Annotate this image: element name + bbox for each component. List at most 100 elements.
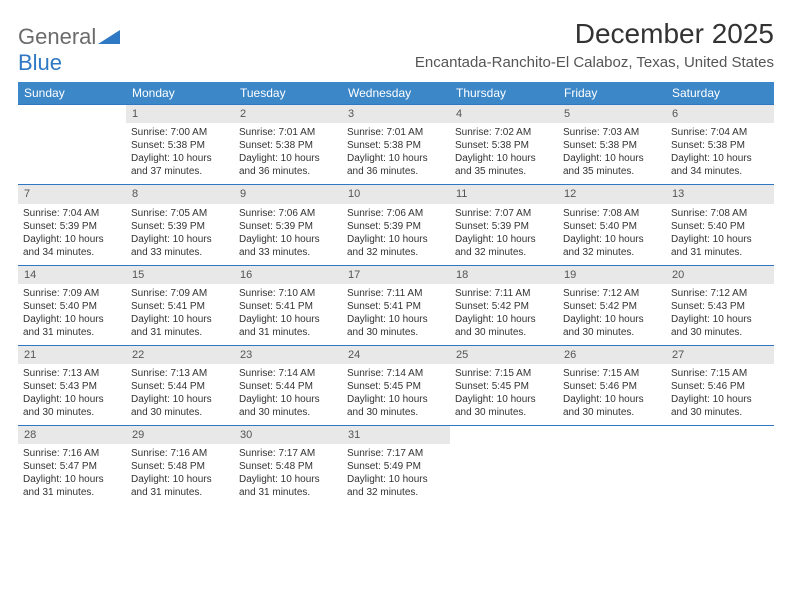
day-cell [450, 444, 558, 505]
day-cell-line: Sunset: 5:41 PM [131, 300, 229, 313]
day-cell-line: Sunrise: 7:15 AM [455, 367, 553, 380]
day-cell: Sunrise: 7:13 AMSunset: 5:44 PMDaylight:… [126, 364, 234, 426]
day-cell-line: and 31 minutes. [671, 246, 769, 259]
day-cell-line: and 30 minutes. [671, 326, 769, 339]
day-cell-line: and 30 minutes. [347, 326, 445, 339]
day-cell-line: and 32 minutes. [563, 246, 661, 259]
day-cell-line: Daylight: 10 hours [23, 393, 121, 406]
day-cell: Sunrise: 7:14 AMSunset: 5:44 PMDaylight:… [234, 364, 342, 426]
day-number: 11 [450, 185, 558, 204]
day-cell: Sunrise: 7:06 AMSunset: 5:39 PMDaylight:… [342, 204, 450, 266]
day-content-row: Sunrise: 7:04 AMSunset: 5:39 PMDaylight:… [18, 204, 774, 266]
day-cell-line: Sunrise: 7:09 AM [131, 287, 229, 300]
day-cell-line: Daylight: 10 hours [563, 393, 661, 406]
day-cell-line: Sunset: 5:42 PM [563, 300, 661, 313]
day-number: 14 [18, 265, 126, 284]
day-number: 27 [666, 345, 774, 364]
calendar-page: General Blue December 2025 Encantada-Ran… [0, 0, 792, 515]
location: Encantada-Ranchito-El Calaboz, Texas, Un… [415, 54, 774, 71]
day-cell-line: Sunset: 5:47 PM [23, 460, 121, 473]
day-cell-line: Daylight: 10 hours [347, 313, 445, 326]
day-cell-lines: Sunrise: 7:06 AMSunset: 5:39 PMDaylight:… [239, 207, 337, 259]
day-cell-lines: Sunrise: 7:17 AMSunset: 5:48 PMDaylight:… [239, 447, 337, 499]
day-number: 20 [666, 265, 774, 284]
day-cell: Sunrise: 7:09 AMSunset: 5:40 PMDaylight:… [18, 284, 126, 346]
day-cell-line: Sunrise: 7:12 AM [671, 287, 769, 300]
day-cell-line: Sunset: 5:40 PM [23, 300, 121, 313]
day-cell: Sunrise: 7:13 AMSunset: 5:43 PMDaylight:… [18, 364, 126, 426]
day-cell-line: Sunrise: 7:08 AM [563, 207, 661, 220]
day-cell: Sunrise: 7:15 AMSunset: 5:45 PMDaylight:… [450, 364, 558, 426]
day-cell-line: Sunset: 5:43 PM [671, 300, 769, 313]
day-cell-line: Sunrise: 7:14 AM [239, 367, 337, 380]
day-cell-line: and 30 minutes. [671, 406, 769, 419]
day-number: 28 [18, 426, 126, 445]
day-number-row: 14151617181920 [18, 265, 774, 284]
day-number-row: 28293031 [18, 426, 774, 445]
day-number: 7 [18, 185, 126, 204]
day-content-row: Sunrise: 7:16 AMSunset: 5:47 PMDaylight:… [18, 444, 774, 505]
day-number: 24 [342, 345, 450, 364]
day-cell-line: Sunset: 5:40 PM [563, 220, 661, 233]
day-cell-line: and 30 minutes. [563, 406, 661, 419]
day-cell-line: Sunset: 5:45 PM [347, 380, 445, 393]
day-cell-lines: Sunrise: 7:09 AMSunset: 5:41 PMDaylight:… [131, 287, 229, 339]
day-cell-line: Sunset: 5:48 PM [239, 460, 337, 473]
day-cell-line: Sunset: 5:39 PM [239, 220, 337, 233]
day-cell-line: Sunrise: 7:17 AM [239, 447, 337, 460]
day-cell-line: Sunrise: 7:01 AM [239, 126, 337, 139]
day-cell-line: and 36 minutes. [347, 165, 445, 178]
calendar-body: 123456Sunrise: 7:00 AMSunset: 5:38 PMDay… [18, 105, 774, 506]
day-cell-line: Daylight: 10 hours [563, 313, 661, 326]
day-cell: Sunrise: 7:17 AMSunset: 5:49 PMDaylight:… [342, 444, 450, 505]
day-cell-line: Daylight: 10 hours [239, 152, 337, 165]
day-cell-line: Sunset: 5:39 PM [347, 220, 445, 233]
day-cell-line: Daylight: 10 hours [671, 233, 769, 246]
day-cell-line: Sunset: 5:38 PM [239, 139, 337, 152]
day-cell: Sunrise: 7:06 AMSunset: 5:39 PMDaylight:… [234, 204, 342, 266]
day-cell-line: Sunset: 5:43 PM [23, 380, 121, 393]
day-number: 5 [558, 105, 666, 124]
day-number [450, 426, 558, 445]
day-cell-line: Sunset: 5:42 PM [455, 300, 553, 313]
day-number: 17 [342, 265, 450, 284]
day-cell: Sunrise: 7:07 AMSunset: 5:39 PMDaylight:… [450, 204, 558, 266]
day-cell: Sunrise: 7:12 AMSunset: 5:42 PMDaylight:… [558, 284, 666, 346]
day-cell-lines: Sunrise: 7:17 AMSunset: 5:49 PMDaylight:… [347, 447, 445, 499]
day-cell-line: Sunset: 5:38 PM [671, 139, 769, 152]
day-number [558, 426, 666, 445]
day-cell-line: Daylight: 10 hours [347, 233, 445, 246]
day-cell: Sunrise: 7:15 AMSunset: 5:46 PMDaylight:… [558, 364, 666, 426]
day-cell-lines: Sunrise: 7:16 AMSunset: 5:47 PMDaylight:… [23, 447, 121, 499]
day-number: 6 [666, 105, 774, 124]
day-cell-lines: Sunrise: 7:10 AMSunset: 5:41 PMDaylight:… [239, 287, 337, 339]
day-cell-lines: Sunrise: 7:05 AMSunset: 5:39 PMDaylight:… [131, 207, 229, 259]
day-cell-line: Daylight: 10 hours [347, 152, 445, 165]
day-cell-line: Sunrise: 7:09 AM [23, 287, 121, 300]
day-cell-line: Sunrise: 7:05 AM [131, 207, 229, 220]
day-cell-line: and 31 minutes. [131, 326, 229, 339]
day-cell-line: and 34 minutes. [23, 246, 121, 259]
day-cell: Sunrise: 7:08 AMSunset: 5:40 PMDaylight:… [666, 204, 774, 266]
day-cell-line: Sunrise: 7:11 AM [455, 287, 553, 300]
day-cell-line: and 30 minutes. [563, 326, 661, 339]
day-cell-lines: Sunrise: 7:03 AMSunset: 5:38 PMDaylight:… [563, 126, 661, 178]
day-cell-line: and 31 minutes. [131, 486, 229, 499]
logo: General Blue [18, 18, 120, 76]
weekday-header: Thursday [450, 82, 558, 105]
day-cell-line: Sunrise: 7:04 AM [671, 126, 769, 139]
day-cell-line: Sunrise: 7:17 AM [347, 447, 445, 460]
day-number: 29 [126, 426, 234, 445]
day-cell-line: Sunrise: 7:14 AM [347, 367, 445, 380]
day-cell-line: Sunset: 5:44 PM [131, 380, 229, 393]
weekday-header: Tuesday [234, 82, 342, 105]
day-cell-line: Daylight: 10 hours [239, 393, 337, 406]
day-cell-line: and 35 minutes. [455, 165, 553, 178]
day-cell-line: and 32 minutes. [347, 486, 445, 499]
day-cell-line: and 37 minutes. [131, 165, 229, 178]
day-cell-lines: Sunrise: 7:15 AMSunset: 5:46 PMDaylight:… [671, 367, 769, 419]
day-number: 31 [342, 426, 450, 445]
day-cell: Sunrise: 7:01 AMSunset: 5:38 PMDaylight:… [342, 123, 450, 185]
day-cell-line: Sunrise: 7:13 AM [131, 367, 229, 380]
day-cell-lines: Sunrise: 7:08 AMSunset: 5:40 PMDaylight:… [563, 207, 661, 259]
